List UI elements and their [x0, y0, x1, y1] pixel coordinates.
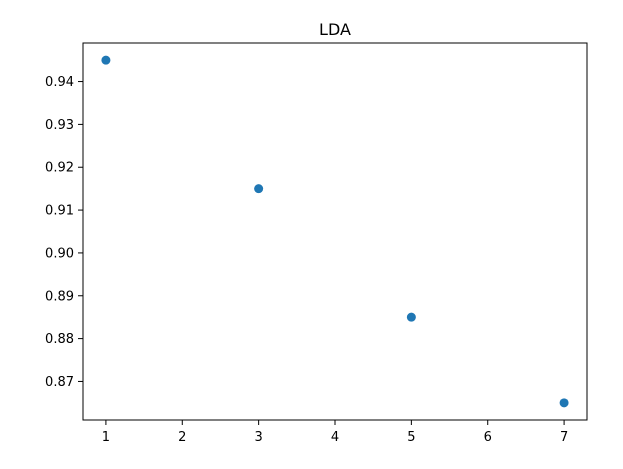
x-axis: 1 2 3 4 5 6 7 [102, 420, 568, 445]
y-tick-label: 0.92 [45, 161, 74, 176]
data-point [406, 312, 416, 322]
x-tick-label: 6 [484, 430, 492, 445]
plot-area-frame [82, 42, 588, 421]
x-tick-label: 4 [331, 430, 339, 445]
chart-title: LDA [319, 20, 351, 39]
y-tick-label: 0.88 [45, 332, 74, 347]
y-tick-label: 0.90 [45, 246, 74, 261]
data-points [101, 55, 569, 408]
x-tick-label: 1 [102, 430, 110, 445]
data-point [559, 398, 569, 408]
data-point [101, 55, 111, 65]
x-tick-label: 5 [407, 430, 415, 445]
x-tick-label: 3 [254, 430, 262, 445]
x-tick-label: 7 [560, 430, 568, 445]
data-point [254, 184, 264, 194]
y-tick-label: 0.89 [45, 289, 74, 304]
y-tick-label: 0.91 [45, 204, 74, 219]
y-tick-label: 0.94 [45, 75, 74, 90]
y-tick-label: 0.87 [45, 375, 74, 390]
y-tick-label: 0.93 [45, 118, 74, 133]
x-tick-label: 2 [178, 430, 186, 445]
y-axis: 0.87 0.88 0.89 0.90 0.91 0.92 0.93 0.94 [45, 75, 83, 390]
